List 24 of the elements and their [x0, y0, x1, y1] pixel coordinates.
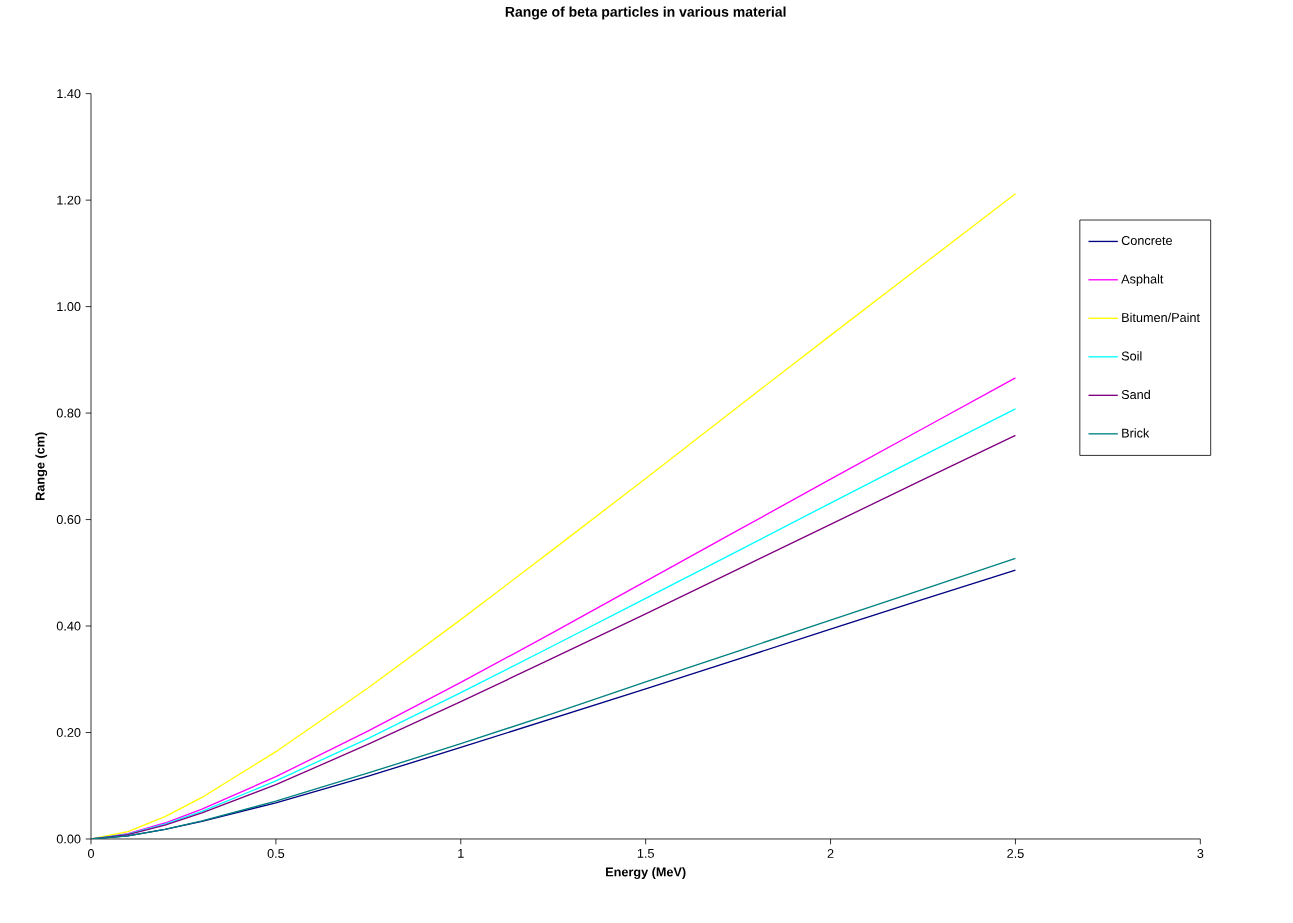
y-tick-label: 0.20 [56, 728, 81, 737]
y-tick-label: 0.40 [56, 621, 81, 631]
x-tick-label: 2.5 [1007, 849, 1024, 858]
chart-title: Range of beta particles in various material [505, 6, 786, 20]
x-tick-label: 1 [458, 849, 464, 858]
y-tick-label: 0.00 [56, 834, 81, 844]
y-tick-label: 1.20 [57, 195, 81, 205]
x-tick-label: 0.5 [267, 849, 285, 858]
legend-label: Concrete [1121, 236, 1172, 245]
x-tick-label: 2 [827, 849, 834, 858]
legend-label: Brick [1122, 428, 1150, 438]
y-tick-label: 0.60 [56, 515, 81, 525]
x-tick-label: 3 [1197, 849, 1204, 858]
y-tick-label: 1.40 [57, 89, 81, 99]
x-tick-label: 0 [87, 849, 95, 858]
legend-label: Asphalt [1121, 274, 1164, 287]
y-axis-title: Range (cm) [35, 432, 48, 500]
legend-label: Soil [1121, 351, 1142, 361]
x-tick-label: 1.5 [637, 849, 654, 858]
legend-label: Sand [1121, 389, 1150, 400]
x-axis-title: Energy (MeV) [606, 867, 686, 879]
legend-label: Bitumen/Paint [1122, 312, 1200, 323]
y-tick-label: 0.80 [56, 408, 81, 418]
y-tick-label: 1.00 [57, 302, 81, 312]
